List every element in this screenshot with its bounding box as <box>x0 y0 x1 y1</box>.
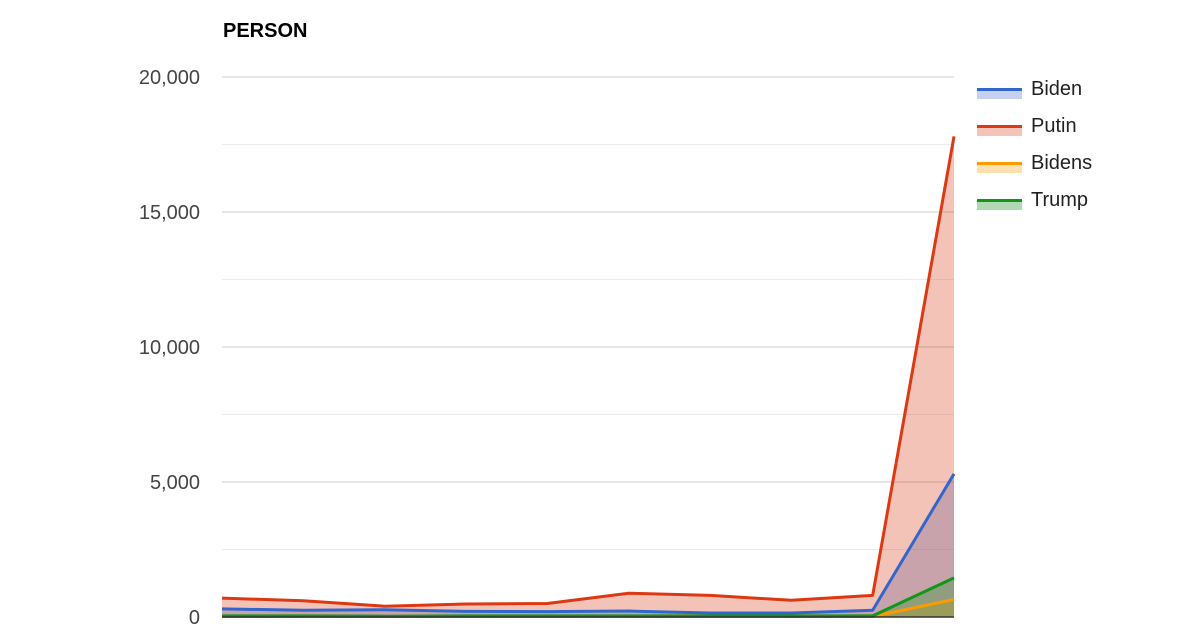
legend-item-trump: Trump <box>977 189 1088 211</box>
series-areas <box>222 136 954 617</box>
legend-label: Putin <box>1031 115 1077 137</box>
legend-swatch <box>977 162 1022 173</box>
y-tick-label: 15,000 <box>139 202 200 224</box>
gridlines <box>222 76 954 550</box>
legend-label: Bidens <box>1031 152 1092 174</box>
y-tick-label: 20,000 <box>139 67 200 89</box>
y-tick-label: 10,000 <box>139 337 200 359</box>
y-axis-ticks: 0 5,000 10,000 15,000 20,000 <box>139 67 200 629</box>
line-trump <box>222 576 955 618</box>
legend-item-bidens: Bidens <box>977 152 1092 174</box>
chart-title: PERSON <box>223 20 307 42</box>
legend: Biden Putin Bidens Trump <box>977 78 1092 211</box>
legend-swatch <box>977 199 1022 210</box>
legend-swatch <box>977 125 1022 136</box>
line-putin <box>221 136 956 608</box>
legend-swatch <box>977 88 1022 99</box>
legend-item-putin: Putin <box>977 115 1077 137</box>
legend-label: Trump <box>1031 189 1088 211</box>
line-biden <box>221 473 956 615</box>
y-tick-label: 5,000 <box>150 472 200 494</box>
y-tick-label: 0 <box>189 607 200 629</box>
legend-item-biden: Biden <box>977 78 1082 100</box>
area-putin <box>222 136 954 617</box>
series-lines <box>221 136 956 618</box>
legend-label: Biden <box>1031 78 1082 100</box>
area-biden <box>222 473 954 617</box>
